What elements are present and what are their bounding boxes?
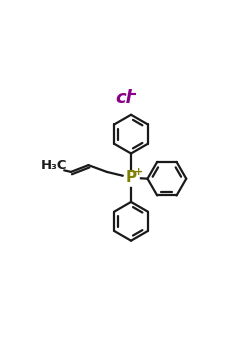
Text: P: P <box>126 170 136 185</box>
Text: +: + <box>134 167 143 177</box>
Text: H₃C: H₃C <box>41 159 68 172</box>
Text: cl: cl <box>116 89 132 107</box>
